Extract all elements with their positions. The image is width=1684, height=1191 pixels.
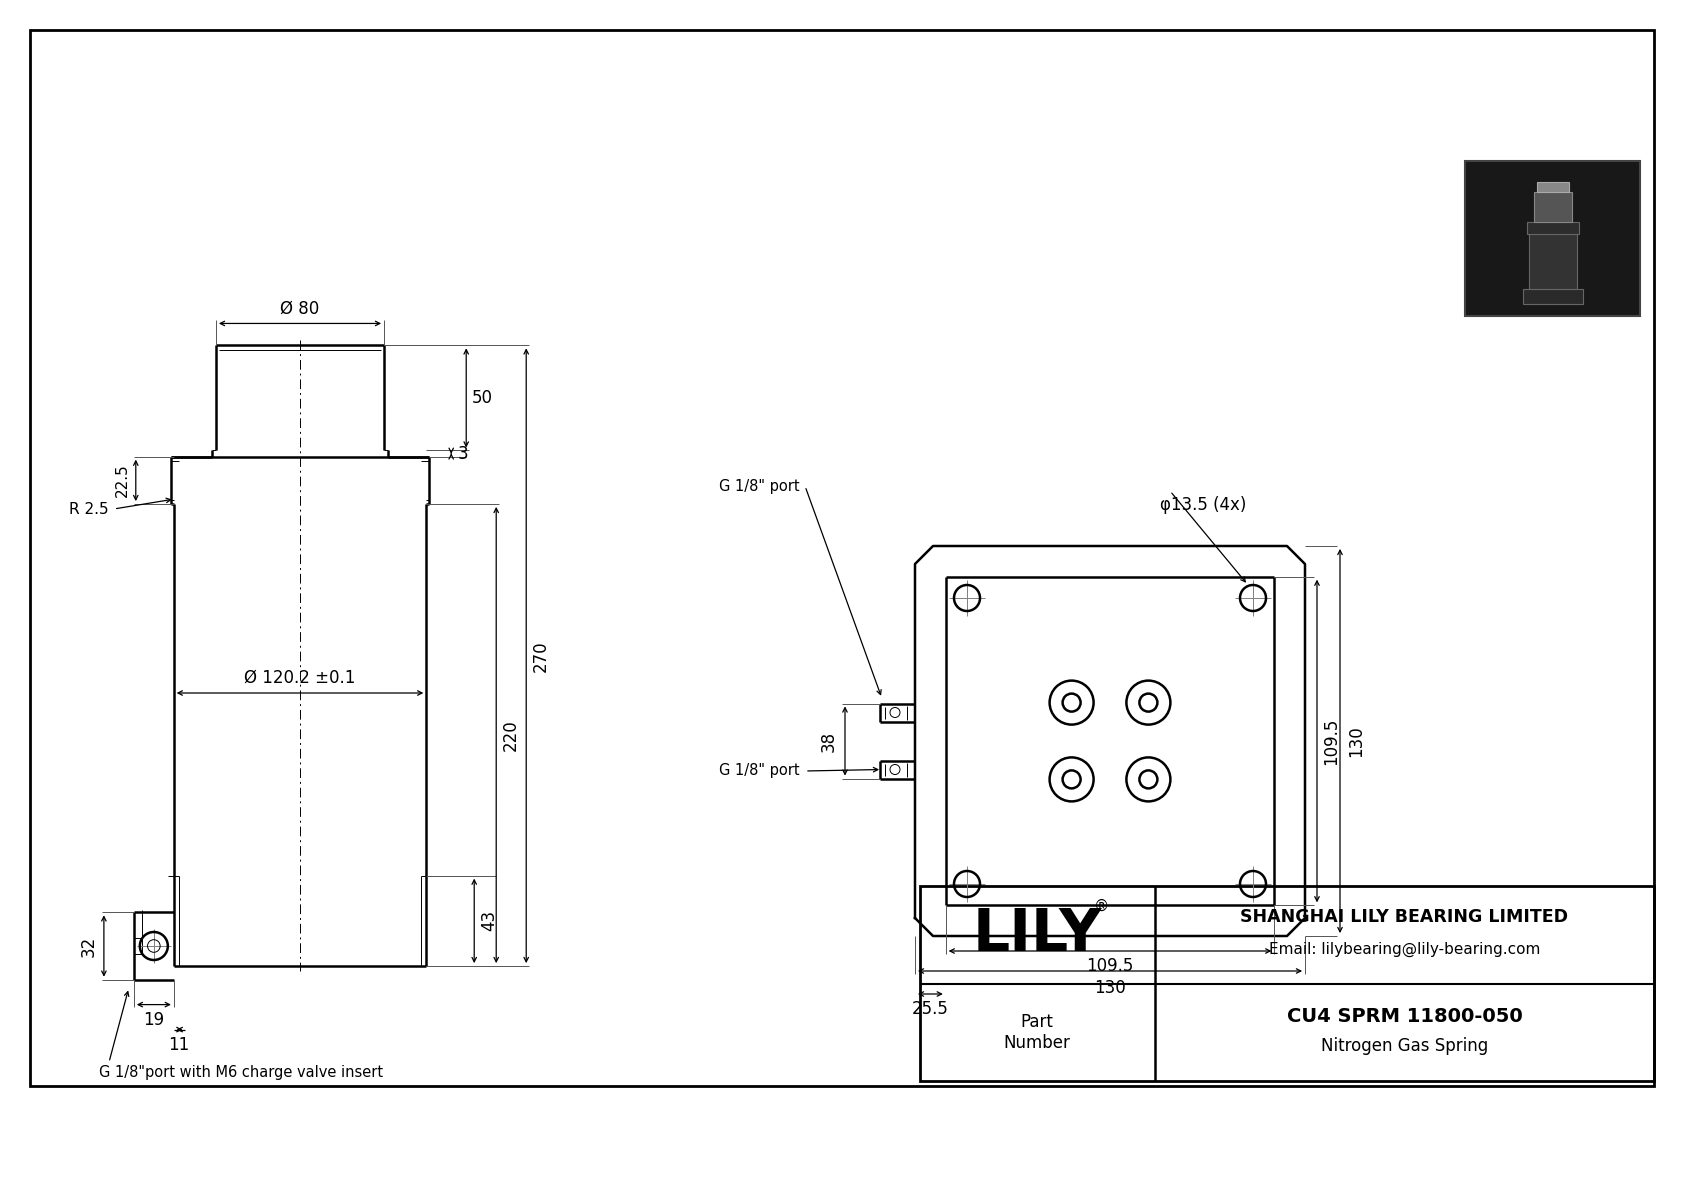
- Bar: [1522, 289, 1583, 304]
- Bar: [1536, 182, 1568, 192]
- Text: 25.5: 25.5: [913, 1000, 948, 1018]
- Text: LILY: LILY: [972, 906, 1101, 964]
- Text: 109.5: 109.5: [1086, 958, 1133, 975]
- Text: 43: 43: [480, 910, 498, 931]
- Bar: [1526, 222, 1578, 233]
- Bar: [1529, 233, 1576, 289]
- Text: 22.5: 22.5: [115, 463, 130, 498]
- Bar: [1534, 192, 1571, 222]
- Text: 130: 130: [1095, 979, 1127, 997]
- Text: Part
Number: Part Number: [1004, 1012, 1071, 1052]
- Text: CU4 SPRM 11800-050: CU4 SPRM 11800-050: [1287, 1006, 1522, 1025]
- Text: Ø 120.2 ±0.1: Ø 120.2 ±0.1: [244, 669, 355, 687]
- Text: Ø 80: Ø 80: [280, 299, 320, 318]
- Text: Nitrogen Gas Spring: Nitrogen Gas Spring: [1320, 1037, 1489, 1055]
- Bar: [30, 30, 1654, 1086]
- Text: φ13.5 (4x): φ13.5 (4x): [1160, 495, 1246, 515]
- Text: 19: 19: [143, 1011, 165, 1029]
- Text: 11: 11: [168, 1036, 190, 1054]
- Bar: [1465, 161, 1640, 316]
- Text: 3: 3: [458, 444, 468, 462]
- Text: G 1/8"port with M6 charge valve insert: G 1/8"port with M6 charge valve insert: [99, 1065, 382, 1079]
- Text: R 2.5: R 2.5: [69, 501, 109, 517]
- Text: 38: 38: [820, 730, 839, 752]
- Text: SHANGHAI LILY BEARING LIMITED: SHANGHAI LILY BEARING LIMITED: [1241, 908, 1568, 925]
- Text: 270: 270: [532, 640, 551, 672]
- Text: G 1/8" port: G 1/8" port: [719, 479, 800, 493]
- Text: 109.5: 109.5: [1322, 717, 1340, 765]
- Bar: [919, 886, 1654, 1081]
- Text: 130: 130: [1347, 725, 1366, 756]
- Text: 50: 50: [472, 389, 493, 407]
- Text: 220: 220: [502, 719, 520, 750]
- Text: G 1/8" port: G 1/8" port: [719, 763, 800, 779]
- Text: Email: lilybearing@lily-bearing.com: Email: lilybearing@lily-bearing.com: [1268, 942, 1541, 958]
- Text: 32: 32: [79, 935, 98, 956]
- Text: ®: ®: [1095, 899, 1110, 915]
